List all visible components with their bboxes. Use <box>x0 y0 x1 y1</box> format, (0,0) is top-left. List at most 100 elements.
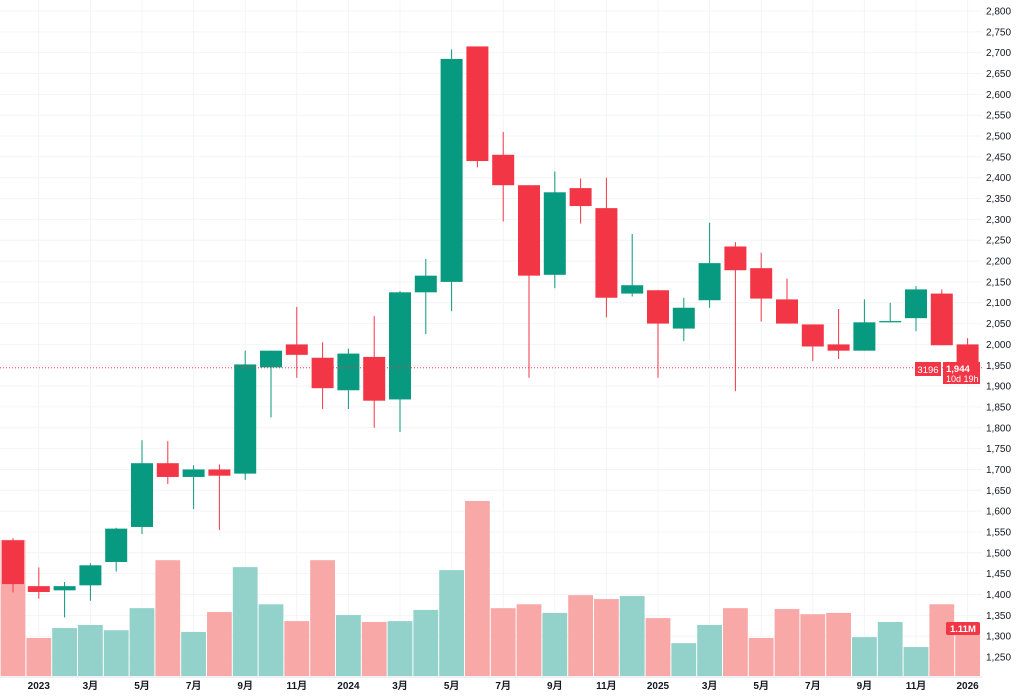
candle <box>647 290 669 378</box>
volume-bar <box>852 637 877 676</box>
volume-bar <box>774 609 800 676</box>
candle <box>440 49 463 312</box>
candle <box>389 291 411 432</box>
time-axis[interactable]: 2023 3月 5月 7月 9月 11月 2024 3月 5月 7月 9月 11月 2025 3月 5月 7月… <box>28 680 979 692</box>
volume-bar <box>748 637 774 676</box>
x-tick-label: 2023 <box>28 681 51 692</box>
x-tick-label: 7月 <box>186 680 202 692</box>
candle-body <box>879 321 902 323</box>
y-tick-label: 2,400 <box>986 173 1011 184</box>
volume-bar <box>903 647 929 676</box>
x-tick-label: 11月 <box>287 680 308 692</box>
y-tick-label: 1,350 <box>986 611 1011 622</box>
y-tick-label: 2,700 <box>986 48 1011 59</box>
candle <box>156 441 179 485</box>
volume-bar <box>594 599 619 676</box>
volume-bar <box>413 609 439 676</box>
last-price-label: 1,944 <box>946 364 970 375</box>
candle <box>750 252 773 322</box>
candle-body <box>260 350 282 368</box>
volume-bars <box>0 501 980 676</box>
y-tick-label: 1,550 <box>986 527 1011 538</box>
x-tick-label: 5月 <box>753 680 769 692</box>
candle <box>621 233 644 297</box>
candle <box>672 297 695 342</box>
volume-bar <box>490 608 516 676</box>
y-tick-label: 1,900 <box>986 382 1011 393</box>
x-tick-label: 11月 <box>906 680 927 692</box>
candle-body <box>337 353 360 391</box>
y-tick-label: 2,100 <box>986 298 1011 309</box>
volume-bar <box>645 618 671 676</box>
candle <box>879 302 902 323</box>
volume-bar <box>826 612 851 676</box>
candle-body <box>776 299 798 324</box>
y-tick-label: 1,300 <box>986 632 1011 643</box>
y-tick-label: 1,750 <box>986 444 1011 455</box>
candle <box>337 348 360 410</box>
candle <box>595 177 618 318</box>
candle-body <box>285 344 308 355</box>
price-axis[interactable]: 2,800 2,750 2,700 2,650 2,600 2,550 2,500 2,450… <box>986 7 1011 664</box>
volume-badge: 1.11M <box>946 622 980 635</box>
candle <box>131 440 153 535</box>
y-tick-label: 2,750 <box>986 27 1011 38</box>
candle-body <box>2 540 24 585</box>
y-tick-label: 2,650 <box>986 69 1011 80</box>
y-tick-label: 2,050 <box>986 319 1011 330</box>
y-tick-label: 2,300 <box>986 215 1011 226</box>
x-tick-label: 2025 <box>647 681 670 692</box>
volume-bar <box>103 630 129 676</box>
y-tick-label: 2,000 <box>986 340 1011 351</box>
y-tick-label: 2,600 <box>986 90 1011 101</box>
y-tick-label: 2,200 <box>986 257 1011 268</box>
candle <box>311 342 334 410</box>
candle-body <box>801 324 824 347</box>
candle-body <box>27 586 50 592</box>
volume-bar <box>955 628 980 676</box>
volume-bar <box>671 643 697 676</box>
candle <box>285 306 308 378</box>
y-tick-label: 2,250 <box>986 236 1011 247</box>
candle-body <box>79 565 102 586</box>
left-badge-label: 3196 <box>917 365 938 376</box>
candle <box>79 563 102 601</box>
y-tick-label: 2,500 <box>986 132 1011 143</box>
candle-body <box>105 528 128 562</box>
candle <box>105 527 128 572</box>
candle-body <box>698 263 721 301</box>
volume-bar <box>568 595 593 676</box>
volume-bar <box>387 621 413 676</box>
volume-bar <box>26 637 52 676</box>
volume-bar <box>439 570 464 676</box>
volume-bar <box>310 560 335 676</box>
candle-body <box>956 344 979 368</box>
candle <box>801 324 824 362</box>
y-tick-label: 2,150 <box>986 277 1011 288</box>
x-tick-label: 7月 <box>495 680 511 692</box>
candle-body <box>389 292 411 400</box>
candle <box>260 350 282 418</box>
candle <box>724 242 747 392</box>
x-tick-label: 2026 <box>956 681 979 692</box>
candle <box>853 299 876 351</box>
candle <box>234 350 257 480</box>
candle <box>182 465 205 510</box>
candle-body <box>543 192 566 275</box>
volume-bar <box>336 615 361 676</box>
candle-body <box>182 469 205 477</box>
candle <box>930 289 953 346</box>
x-tick-label: 5月 <box>134 680 150 692</box>
volume-bar <box>800 614 826 676</box>
candle-body <box>905 289 927 319</box>
x-tick-label: 9月 <box>237 680 253 692</box>
volume-bar <box>877 621 903 676</box>
volume-bar <box>232 567 258 676</box>
volume-bar <box>516 604 542 676</box>
volume-bar <box>465 501 490 676</box>
grid <box>0 0 982 678</box>
x-tick-label: 7月 <box>805 680 821 692</box>
y-tick-label: 1,800 <box>986 423 1011 434</box>
x-tick-label: 3月 <box>392 680 408 692</box>
